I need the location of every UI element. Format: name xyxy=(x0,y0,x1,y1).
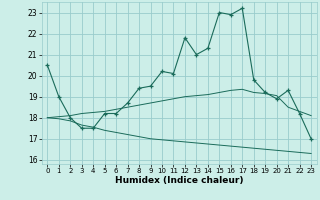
X-axis label: Humidex (Indice chaleur): Humidex (Indice chaleur) xyxy=(115,176,244,185)
